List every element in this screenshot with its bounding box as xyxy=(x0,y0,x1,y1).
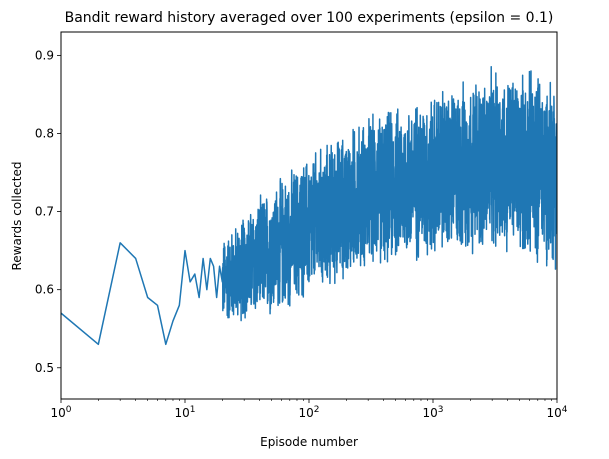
x-tick-label: 103 xyxy=(422,405,443,420)
y-tick-label: 0.9 xyxy=(35,48,54,62)
x-tick-label: 104 xyxy=(546,405,567,420)
y-tick-label: 0.8 xyxy=(35,127,54,141)
y-tick-label: 0.6 xyxy=(35,283,54,297)
x-tick-label: 101 xyxy=(174,405,195,420)
chart-title: Bandit reward history averaged over 100 … xyxy=(65,10,554,26)
line-layer xyxy=(61,66,557,346)
y-tick-label: 0.7 xyxy=(35,205,54,219)
x-tick-label: 100 xyxy=(50,405,71,420)
y-axis-ticks: 0.5 0.6 0.7 0.8 0.9 xyxy=(35,48,61,375)
x-axis-ticks: 100 101 102 103 104 xyxy=(50,399,568,420)
x-axis-label: Episode number xyxy=(260,435,358,449)
y-axis-label: Rewards collected xyxy=(10,161,24,270)
plot-area xyxy=(60,31,558,400)
y-tick-label: 0.5 xyxy=(35,361,54,375)
x-tick-label: 102 xyxy=(298,405,319,420)
reward-series-line xyxy=(61,66,557,346)
